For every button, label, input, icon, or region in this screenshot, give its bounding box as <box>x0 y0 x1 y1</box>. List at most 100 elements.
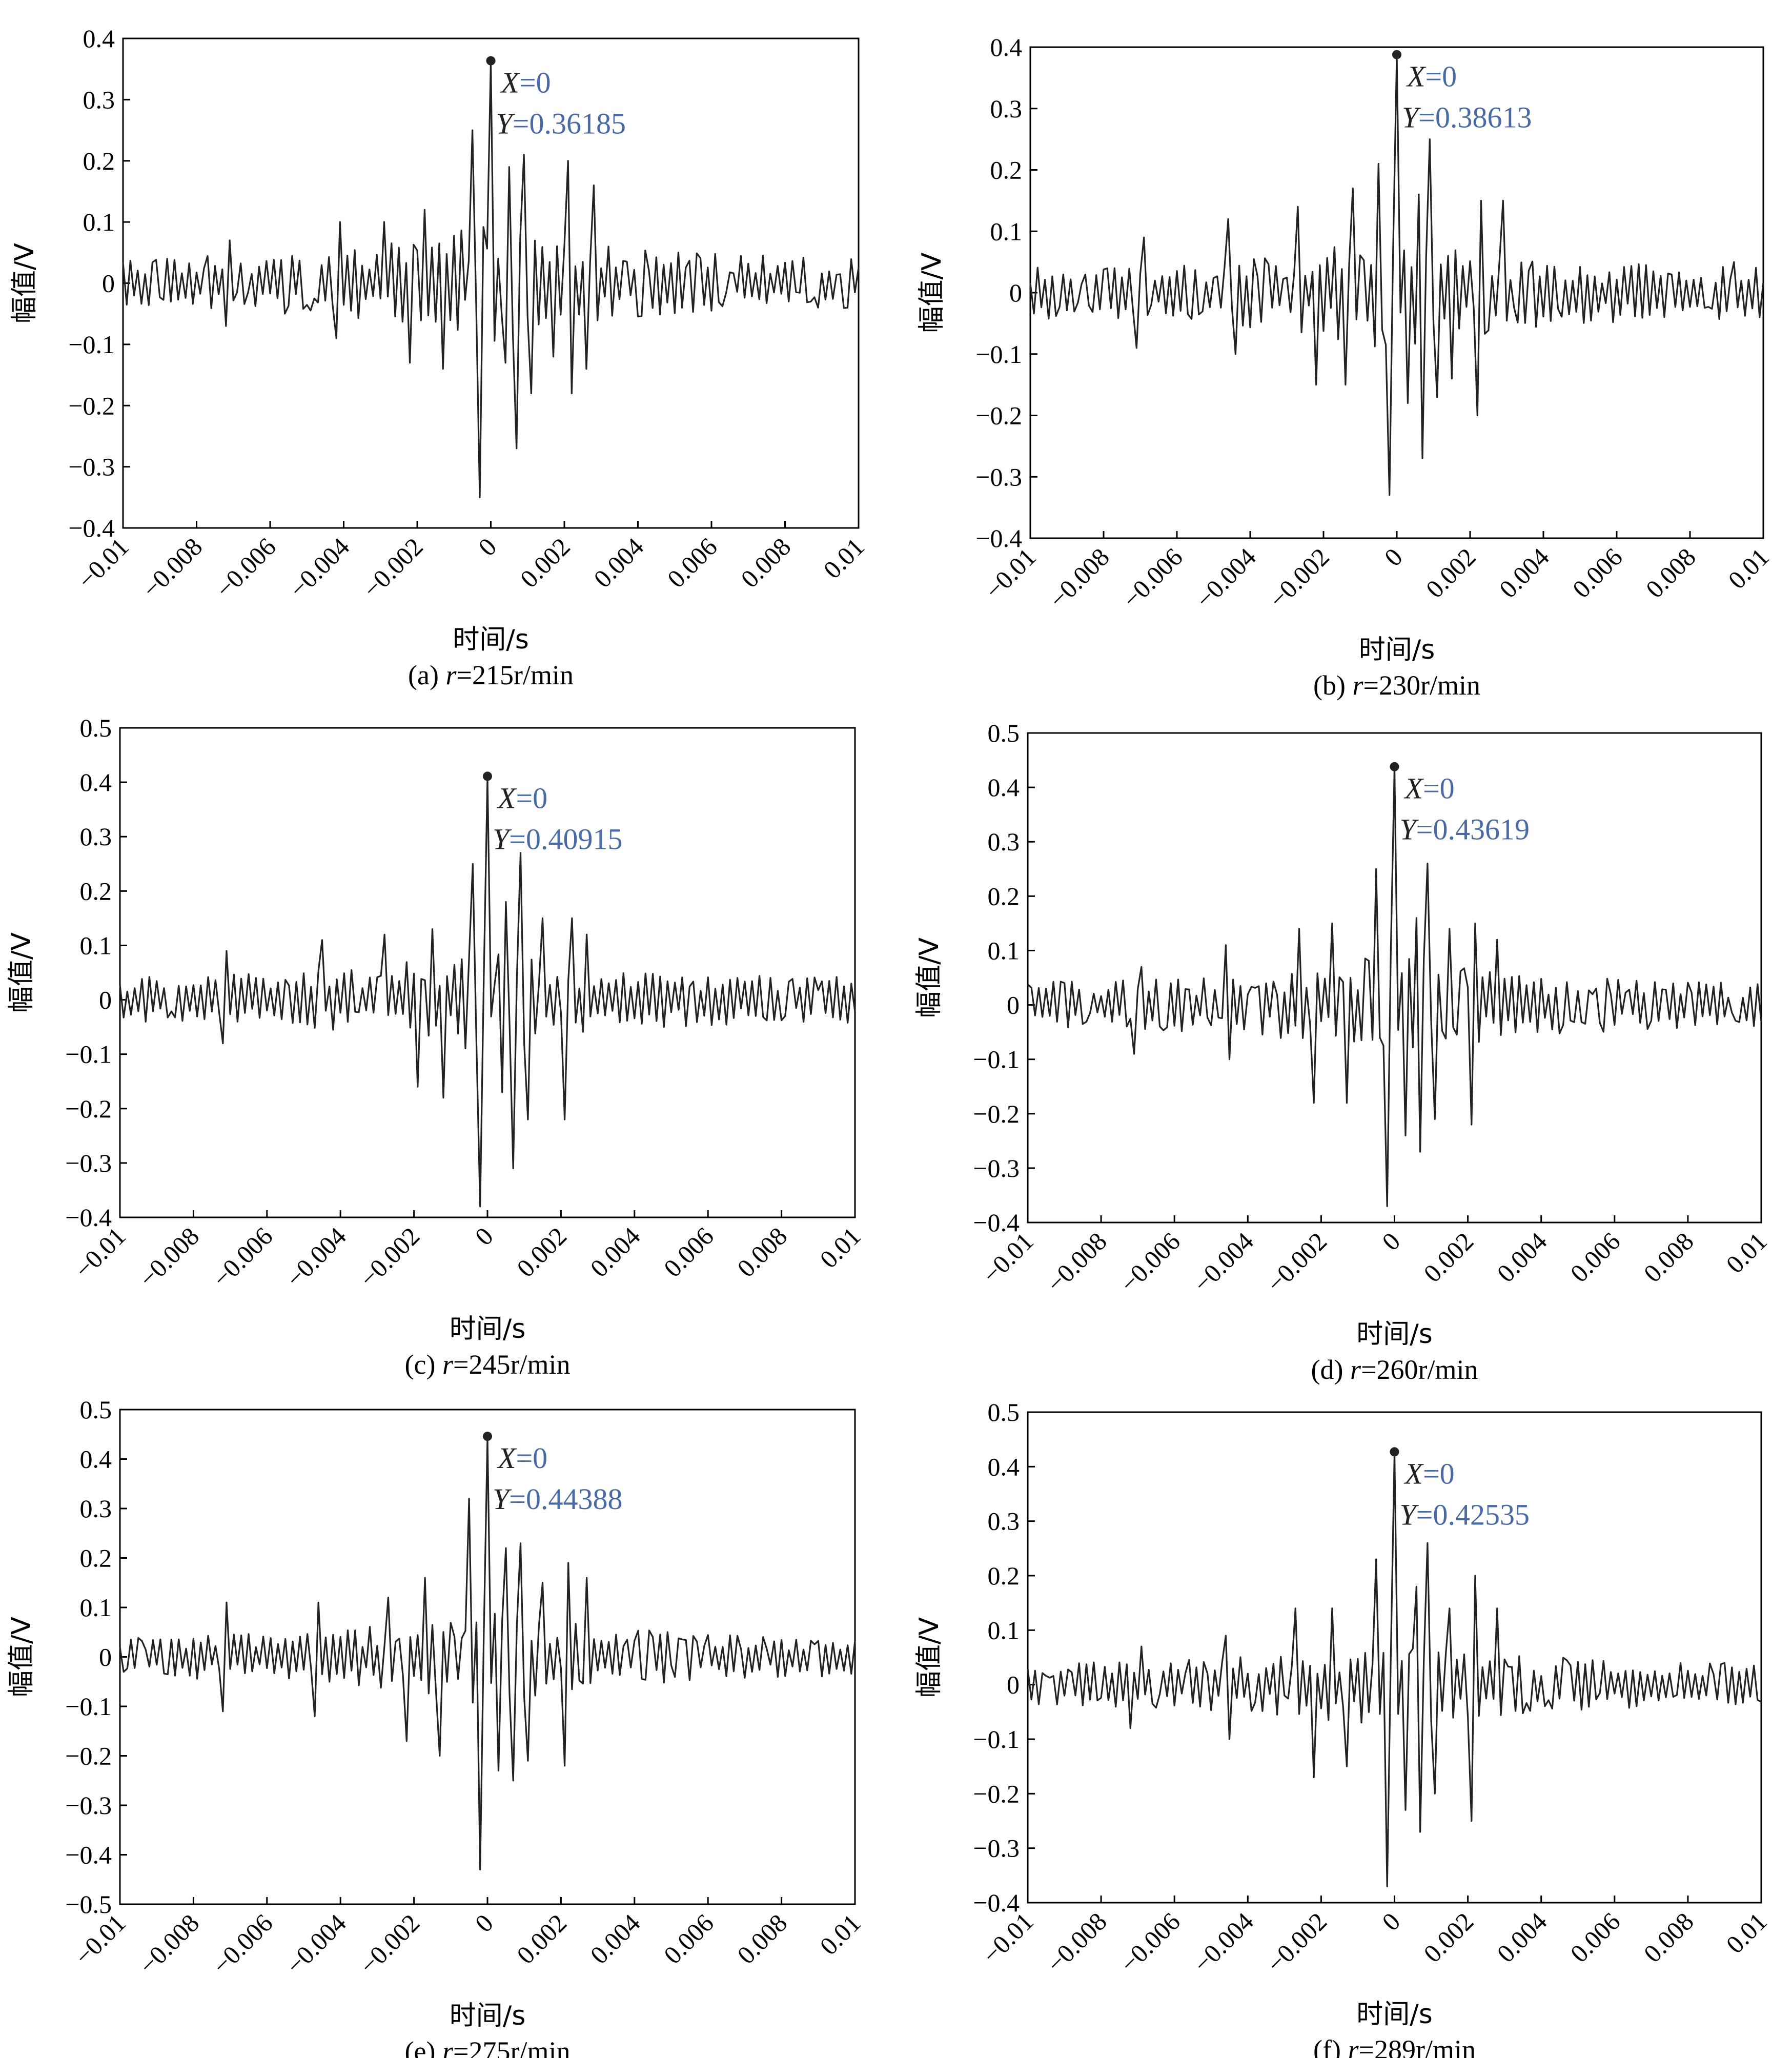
x-tick-label: 0.01 <box>1720 1227 1772 1278</box>
y-tick-label: −0.4 <box>65 1203 112 1232</box>
y-tick-label: 0.5 <box>988 719 1020 747</box>
peak-x-label: X <box>500 66 521 99</box>
x-tick-label: 0.006 <box>1564 1907 1625 1968</box>
peak-marker <box>483 771 492 781</box>
plot-frame <box>1029 46 1764 539</box>
chart-panel-c: −0.4−0.3−0.2−0.100.10.20.30.40.5−0.01 −0.… <box>6 714 866 1380</box>
y-tick-label: −0.1 <box>973 1045 1020 1074</box>
peak-y-value: =0.42535 <box>1416 1498 1530 1531</box>
y-tick-label: 0.2 <box>988 882 1020 910</box>
peak-x-label: X <box>1404 772 1424 805</box>
y-tick-label: 0.4 <box>83 24 115 53</box>
x-tick-label: −0.002 <box>1264 542 1335 614</box>
x-tick-label: 0.008 <box>1638 1907 1699 1968</box>
y-tick-label: 0 <box>1007 1670 1020 1699</box>
x-tick-label: −0.004 <box>1188 1907 1259 1978</box>
y-tick-label: 0 <box>1009 278 1022 307</box>
y-tick-label: −0.2 <box>65 1094 112 1123</box>
x-tick-label: 0.004 <box>1494 542 1555 603</box>
y-tick-label: −0.1 <box>65 1692 112 1721</box>
x-tick-label: 0.002 <box>1420 542 1481 603</box>
chart-panel-d: −0.4−0.3−0.2−0.100.10.20.30.40.5−0.01 −0.… <box>914 719 1773 1385</box>
y-axis-label: 幅值/V <box>917 252 947 333</box>
peak-marker <box>486 56 496 66</box>
caption-prefix: (b) <box>1313 670 1352 701</box>
x-tick-label: 0.008 <box>1638 1227 1699 1288</box>
peak-annotation-x: X=0 <box>1406 60 1457 93</box>
y-tick-label: 0.3 <box>83 85 115 114</box>
peak-y-value: =0.36185 <box>513 107 626 140</box>
caption-variable: r <box>442 2036 454 2058</box>
y-tick-label: −0.3 <box>65 1791 112 1820</box>
y-tick-label: 0 <box>102 269 115 298</box>
y-tick-label: −0.1 <box>975 340 1022 369</box>
y-tick-label: 0.5 <box>80 1395 112 1424</box>
x-axis-label: 时间/s <box>1356 1999 1433 2030</box>
y-tick-label: 0.4 <box>80 1445 112 1474</box>
x-tick-label: −0.002 <box>1261 1227 1332 1298</box>
x-tick-label: 0.01 <box>814 1221 866 1273</box>
y-tick-label: −0.2 <box>973 1099 1020 1128</box>
y-tick-label: −0.1 <box>973 1725 1020 1754</box>
y-tick-label: −0.4 <box>68 514 115 542</box>
y-tick-label: 0.5 <box>988 1398 1020 1427</box>
x-tick-label: 0.002 <box>511 1221 572 1282</box>
x-tick-label: −0.006 <box>207 1221 278 1293</box>
peak-annotation-y: Y=0.43619 <box>1400 813 1530 846</box>
y-tick-label: 0.1 <box>83 208 115 236</box>
y-tick-label: 0 <box>99 986 112 1014</box>
peak-x-label: X <box>1404 1457 1424 1490</box>
y-tick-label: 0.5 <box>80 714 112 742</box>
x-tick-label: −0.002 <box>1261 1907 1332 1978</box>
y-tick-label: −0.2 <box>68 391 115 420</box>
x-tick-label: 0.01 <box>814 1908 866 1960</box>
caption-prefix: (e) <box>405 2036 442 2058</box>
peak-annotation-x: X=0 <box>1404 772 1455 805</box>
caption-variable: r <box>442 1349 454 1380</box>
x-tick-label: 0.002 <box>515 532 576 593</box>
subplot-caption: (f) r=289r/min <box>1313 2034 1476 2058</box>
y-tick-label: −0.1 <box>65 1040 112 1069</box>
x-tick-label: −0.004 <box>1188 1227 1259 1298</box>
chart-panel-e: −0.5 −0.4 −0.3 −0.2 −0.1 0 0.1 0.2 0.3 0.4 0.5 −0.0… <box>6 1395 866 2058</box>
signal-line <box>119 776 856 1208</box>
peak-marker <box>483 1432 492 1441</box>
subplot-caption: (e) r=275r/min <box>405 2036 571 2058</box>
y-tick-label: 0.3 <box>80 1494 112 1523</box>
x-tick-label: −0.002 <box>354 1221 425 1293</box>
subplot-caption: (a) r=215r/min <box>408 660 574 690</box>
x-tick-label: 0.008 <box>731 1908 792 1969</box>
x-tick-label: 0 <box>1379 542 1408 572</box>
x-tick-label: 0.004 <box>584 1221 645 1282</box>
y-tick-label: 0.2 <box>990 156 1023 185</box>
x-tick-label: −0.006 <box>210 532 281 603</box>
x-tick-label: −0.008 <box>133 1908 205 1980</box>
y-tick-label: 0.1 <box>990 217 1023 246</box>
x-tick-label: −0.006 <box>207 1908 278 1980</box>
peak-x-value: =0 <box>1425 60 1457 93</box>
peak-annotation-y: Y=0.40915 <box>493 822 622 855</box>
x-tick-label: 0.006 <box>1567 542 1628 603</box>
x-tick-label: −0.008 <box>136 532 208 603</box>
peak-marker <box>1392 50 1401 59</box>
y-tick-label: 0.2 <box>988 1561 1020 1590</box>
x-tick-label: −0.006 <box>1114 1907 1186 1978</box>
peak-y-label: Y <box>1402 101 1421 134</box>
y-tick-label: −0.2 <box>973 1779 1020 1808</box>
signal-line <box>119 1436 856 1870</box>
y-tick-label: 0.1 <box>80 1593 112 1622</box>
x-tick-label: −0.008 <box>1041 1907 1112 1978</box>
y-tick-label: 0 <box>99 1643 112 1672</box>
peak-annotation-y: Y=0.44388 <box>493 1482 622 1516</box>
peak-annotation-y: Y=0.38613 <box>1402 101 1532 134</box>
peak-y-label: Y <box>1400 1498 1419 1531</box>
x-tick-label: 0 <box>1376 1907 1406 1936</box>
caption-value: =275r/min <box>453 2036 570 2058</box>
x-tick-label: 0.002 <box>1418 1907 1479 1968</box>
x-tick-label: −0.004 <box>283 532 355 603</box>
y-tick-label: −0.3 <box>975 462 1022 491</box>
peak-x-label: X <box>1406 60 1427 93</box>
x-tick-label: 0.01 <box>1720 1907 1772 1959</box>
x-tick-label: 0 <box>1376 1227 1406 1256</box>
